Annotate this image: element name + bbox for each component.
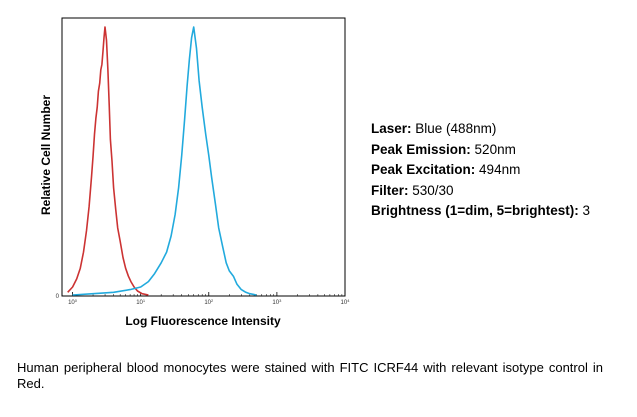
- x-tick-label: 104: [341, 298, 351, 306]
- spec-label: Filter:: [371, 182, 409, 198]
- spec-row-brightness: Brightness (1=dim, 5=brightest): 3: [371, 201, 590, 222]
- spec-value: 520nm: [470, 141, 516, 157]
- spec-row-peak-excitation: Peak Excitation: 494nm: [371, 160, 590, 181]
- spec-value: 530/30: [408, 182, 454, 198]
- y-axis-label: Relative Cell Number: [39, 95, 53, 215]
- x-tick-label: 103: [272, 298, 282, 306]
- plot-area-frame: [61, 17, 346, 297]
- figure-caption: Human peripheral blood monocytes were st…: [17, 360, 603, 391]
- spec-row-filter: Filter: 530/30: [371, 181, 590, 202]
- x-tick-label: 101: [136, 298, 146, 306]
- spec-value: Blue (488nm): [411, 121, 497, 136]
- spec-label: Peak Emission:: [371, 141, 471, 157]
- spec-label: Peak Excitation:: [371, 162, 476, 177]
- spec-value: 3: [578, 203, 591, 218]
- icrf44-histogram-line: [72, 26, 257, 296]
- y-tick-label: 0: [56, 294, 60, 300]
- isotype-control-histogram-line: [67, 26, 149, 296]
- spec-value: 494nm: [475, 162, 521, 177]
- x-tick-label: 100: [68, 298, 78, 306]
- spec-label: Brightness (1=dim, 5=brightest):: [371, 203, 579, 218]
- spec-label: Laser:: [371, 121, 412, 136]
- x-axis-label: Log Fluorescence Intensity: [125, 314, 281, 328]
- spec-row-laser: Laser: Blue (488nm): [371, 119, 590, 140]
- x-tick-label: 102: [204, 298, 214, 306]
- spec-row-peak-emission: Peak Emission: 520nm: [371, 140, 590, 161]
- fluorochrome-specs: Laser: Blue (488nm) Peak Emission: 520nm…: [371, 119, 590, 222]
